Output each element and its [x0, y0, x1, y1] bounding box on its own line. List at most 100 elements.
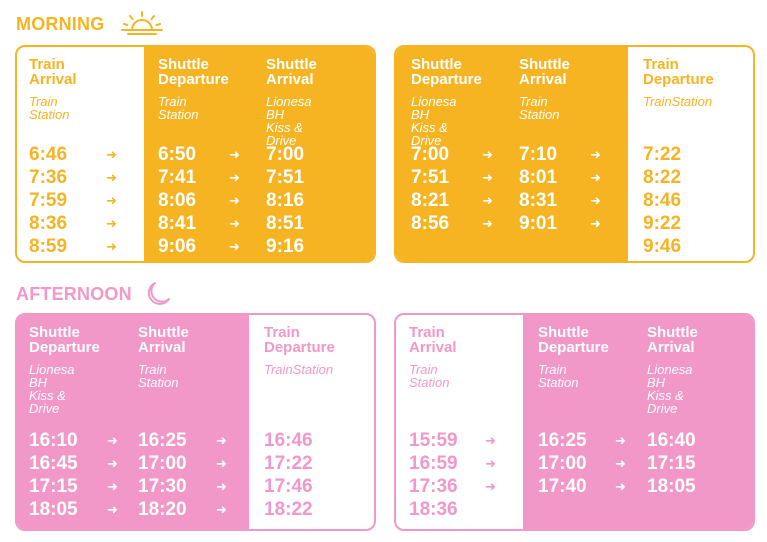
time-cell: 8:59 [29, 236, 68, 257]
time-cell: 18:05 [647, 476, 696, 497]
column-location: Lionesa BH Kiss & Drive [647, 362, 693, 416]
afternoon-outbound-shuttle-panel [17, 315, 249, 529]
time-cell: 16:46 [264, 430, 313, 451]
column-location: Train Station [409, 362, 450, 390]
time-cell: 16:25 [538, 430, 587, 451]
arrow-right-icon: ➜ [229, 147, 240, 162]
afternoon-title: AFTERNOON [16, 284, 132, 304]
column-location: Train Station [138, 362, 179, 390]
time-cell: 18:20 [138, 499, 187, 520]
time-cell: 6:50 [158, 144, 197, 165]
arrow-right-icon: ➜ [106, 147, 117, 162]
arrow-right-icon: ➜ [615, 456, 626, 471]
column-header: Shuttle Arrival [647, 324, 698, 356]
time-cell: 18:36 [409, 499, 458, 520]
time-cell: 16:10 [29, 430, 78, 451]
time-cell: 6:46 [29, 144, 68, 165]
time-cell: 8:56 [411, 213, 450, 234]
time-cell: 8:21 [411, 190, 450, 211]
time-cell: 17:46 [264, 476, 313, 497]
column-location: Train Station [29, 94, 70, 122]
time-cell: 8:46 [643, 190, 682, 211]
afternoon-outbound-table: Shuttle Departure Lionesa BH Kiss & Driv… [15, 313, 376, 531]
column-header: Train Arrival [29, 56, 77, 88]
arrow-right-icon: ➜ [229, 170, 240, 185]
arrow-right-icon: ➜ [485, 456, 496, 471]
time-cell: 8:51 [266, 213, 305, 234]
time-cell: 18:22 [264, 499, 313, 520]
column-location: Train Station [519, 94, 560, 122]
arrow-right-icon: ➜ [482, 147, 493, 162]
time-cell: 17:36 [409, 476, 458, 497]
sunrise-icon [121, 11, 163, 35]
arrow-right-icon: ➜ [229, 216, 240, 231]
time-cell: 17:22 [264, 453, 313, 474]
time-cell: 7:59 [29, 190, 68, 211]
time-cell: 8:31 [519, 190, 558, 211]
arrow-right-icon: ➜ [590, 193, 601, 208]
time-cell: 16:45 [29, 453, 78, 474]
column-header: Train Arrival [409, 324, 457, 356]
time-cell: 8:16 [266, 190, 305, 211]
arrow-right-icon: ➜ [485, 433, 496, 448]
arrow-right-icon: ➜ [615, 479, 626, 494]
time-cell: 8:36 [29, 213, 68, 234]
column-header: Shuttle Arrival [138, 324, 189, 356]
morning-inbound-shuttle-panel [144, 47, 374, 261]
time-cell: 9:01 [519, 213, 558, 234]
arrow-right-icon: ➜ [107, 502, 118, 517]
arrow-right-icon: ➜ [106, 170, 117, 185]
time-cell: 18:05 [29, 499, 78, 520]
time-cell: 8:41 [158, 213, 197, 234]
arrow-right-icon: ➜ [216, 456, 227, 471]
arrow-right-icon: ➜ [106, 239, 117, 254]
morning-outbound-shuttle-panel [396, 47, 628, 261]
time-cell: 8:01 [519, 167, 558, 188]
arrow-right-icon: ➜ [106, 193, 117, 208]
time-cell: 7:00 [266, 144, 305, 165]
column-header: Shuttle Arrival [519, 56, 570, 88]
column-header: Train Departure [264, 324, 335, 356]
morning-title: MORNING [16, 14, 105, 34]
column-header: Shuttle Departure [29, 324, 100, 356]
column-location: Lionesa BH Kiss & Drive [411, 94, 457, 148]
afternoon-inbound-table: Train Arrival Train Station 15:59 16:59 … [394, 313, 755, 531]
time-cell: 7:41 [158, 167, 197, 188]
crescent-moon-icon [147, 282, 170, 305]
morning-inbound-table: Train Arrival Train Station 6:46 7:36 7:… [15, 45, 376, 263]
time-cell: 17:00 [138, 453, 187, 474]
column-location: TrainStation [264, 362, 334, 377]
column-location: Train Station [538, 362, 579, 390]
arrow-right-icon: ➜ [590, 147, 601, 162]
arrow-right-icon: ➜ [216, 433, 227, 448]
arrow-right-icon: ➜ [216, 479, 227, 494]
arrow-right-icon: ➜ [107, 433, 118, 448]
time-cell: 7:51 [266, 167, 305, 188]
time-cell: 17:15 [29, 476, 78, 497]
time-cell: 9:46 [643, 236, 682, 257]
arrow-right-icon: ➜ [106, 216, 117, 231]
arrow-right-icon: ➜ [615, 433, 626, 448]
time-cell: 17:15 [647, 453, 696, 474]
time-cell: 16:40 [647, 430, 696, 451]
column-location: Train Station [158, 94, 199, 122]
time-cell: 7:00 [411, 144, 450, 165]
time-cell: 7:10 [519, 144, 558, 165]
time-cell: 17:00 [538, 453, 587, 474]
afternoon-inbound-shuttle-panel [523, 315, 753, 529]
time-cell: 7:36 [29, 167, 68, 188]
time-cell: 9:22 [643, 213, 682, 234]
column-header: Shuttle Departure [158, 56, 229, 88]
column-location: TrainStation [643, 94, 713, 109]
time-cell: 16:25 [138, 430, 187, 451]
time-cell: 9:16 [266, 236, 305, 257]
arrow-right-icon: ➜ [482, 216, 493, 231]
arrow-right-icon: ➜ [590, 170, 601, 185]
arrow-right-icon: ➜ [482, 193, 493, 208]
arrow-right-icon: ➜ [229, 193, 240, 208]
arrow-right-icon: ➜ [229, 239, 240, 254]
time-cell: 7:22 [643, 144, 682, 165]
time-cell: 16:59 [409, 453, 458, 474]
arrow-right-icon: ➜ [107, 479, 118, 494]
arrow-right-icon: ➜ [482, 170, 493, 185]
